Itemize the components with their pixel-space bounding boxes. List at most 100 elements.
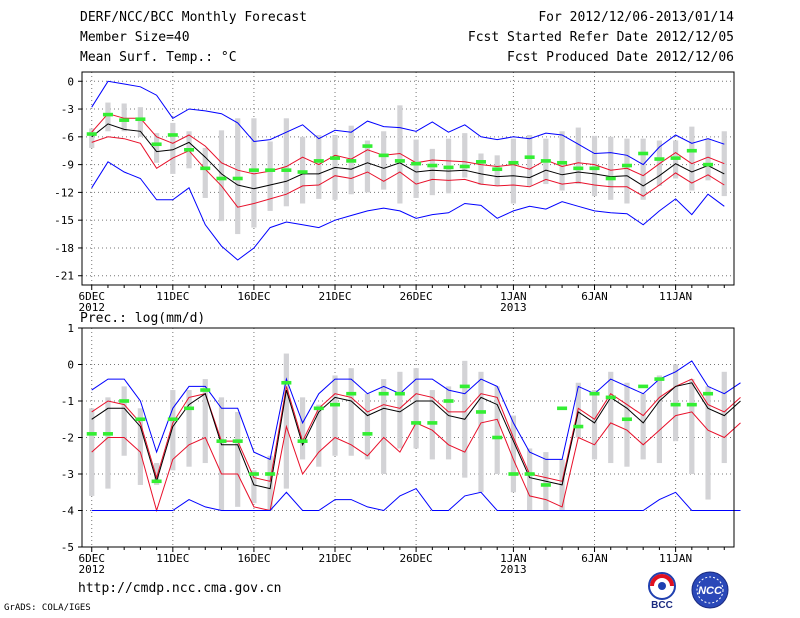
panel-title: Prec.: log(mm/d)	[80, 311, 205, 326]
observed-marker	[427, 163, 438, 168]
observed-marker	[459, 164, 470, 169]
source-url[interactable]: http://cmdp.ncc.cma.gov.cn	[78, 581, 282, 596]
x-tick-year: 2013	[500, 301, 527, 314]
ensemble-box	[154, 463, 160, 485]
ensemble-box	[105, 102, 111, 132]
ensemble-box	[721, 371, 727, 464]
plot-frame	[81, 71, 735, 286]
x-tick-label: 16DEC	[237, 552, 270, 565]
observed-marker	[427, 421, 438, 425]
ensemble-box	[624, 138, 630, 204]
ensemble-box	[235, 118, 241, 235]
x-tick-label: 11JAN	[659, 290, 692, 303]
ensemble-box	[510, 138, 517, 204]
x-tick-label: 11DEC	[156, 290, 189, 303]
ensemble-box	[381, 379, 387, 474]
ensemble-box	[332, 375, 338, 456]
observed-marker	[330, 156, 341, 160]
ensemble-box	[608, 371, 614, 464]
x-tick-label: 21DEC	[318, 552, 351, 565]
observed-marker	[589, 166, 600, 171]
observed-marker	[394, 159, 405, 163]
observed-marker	[605, 176, 616, 181]
ensemble-box	[429, 148, 435, 196]
ensemble-box	[170, 122, 176, 174]
ensemble-box	[186, 390, 192, 467]
ensemble-box	[299, 136, 306, 204]
member-size: Member Size=40	[80, 30, 190, 45]
y-tick-label: 1	[67, 322, 74, 335]
ensemble-box	[251, 118, 257, 228]
ensemble-box	[640, 393, 646, 460]
ensemble-box	[218, 397, 225, 511]
x-tick-label: 11DEC	[156, 552, 189, 565]
ensemble-box	[348, 368, 354, 456]
observed-marker	[102, 432, 113, 436]
observed-marker	[297, 170, 308, 174]
y-tick-label: -5	[61, 541, 74, 554]
observed-marker	[524, 472, 535, 476]
observed-marker	[151, 479, 162, 484]
observed-marker	[216, 176, 227, 181]
ensemble-box	[705, 138, 711, 181]
variable-label: Mean Surf. Temp.: °C	[80, 50, 237, 65]
observed-marker	[508, 160, 519, 165]
observed-marker	[265, 168, 276, 172]
ensemble-box	[527, 134, 533, 186]
ensemble-box	[137, 107, 143, 137]
observed-marker	[703, 391, 714, 396]
observed-marker	[443, 165, 454, 170]
y-tick-label: -1	[61, 395, 74, 408]
ensemble-box	[299, 397, 306, 460]
observed-marker	[232, 176, 243, 181]
ensemble-box	[591, 390, 598, 460]
observed-marker	[362, 144, 373, 148]
observed-marker	[378, 391, 389, 396]
x-tick-label: 16DEC	[237, 290, 270, 303]
bcc-logo: BCC	[648, 572, 676, 610]
observed-marker	[605, 395, 616, 400]
y-tick-label: 0	[67, 75, 74, 88]
observed-marker	[265, 472, 276, 476]
ensemble-box	[689, 126, 695, 191]
x-tick-year: 2012	[78, 563, 105, 576]
observed-marker	[362, 432, 373, 436]
y-tick-label: -3	[61, 103, 74, 116]
forecast-period: For 2012/12/06-2013/01/14	[538, 10, 734, 25]
ensemble-box	[283, 353, 289, 489]
ensemble-box	[462, 133, 468, 178]
ensemble-box	[689, 379, 695, 474]
observed-marker	[135, 417, 146, 422]
observed-marker	[654, 157, 665, 161]
ensemble-box	[510, 415, 517, 493]
y-tick-label: -15	[54, 214, 74, 227]
observed-marker	[281, 168, 292, 172]
bcc-logo-text: BCC	[651, 600, 673, 610]
ensemble-box	[624, 382, 630, 467]
ensemble-box	[202, 147, 208, 198]
observed-marker	[102, 112, 113, 117]
ensemble-box	[413, 139, 419, 198]
ensemble-box	[218, 130, 225, 222]
header-right: For 2012/12/06-2013/01/14 Fcst Started R…	[468, 8, 734, 68]
product-title: DERF/NCC/BCC Monthly Forecast	[80, 10, 307, 25]
observed-marker	[475, 410, 486, 414]
observed-marker	[411, 161, 422, 166]
observed-marker	[119, 399, 130, 403]
observed-marker	[492, 167, 503, 172]
x-tick-year: 2012	[78, 301, 105, 314]
series-line-ensemble-mean	[91, 123, 725, 190]
ensemble-box	[559, 131, 565, 191]
x-tick-label: 26DEC	[400, 552, 433, 565]
ensemble-box	[575, 127, 581, 185]
y-tick-label: -9	[61, 159, 74, 172]
ensemble-box	[608, 136, 614, 200]
observed-marker	[573, 166, 584, 171]
x-tick-label: 6JAN	[581, 290, 608, 303]
ensemble-box	[364, 393, 371, 460]
observed-marker	[443, 399, 454, 403]
ensemble-box	[494, 386, 500, 474]
observed-marker	[557, 160, 568, 165]
x-tick-label: 6JAN	[581, 552, 608, 565]
